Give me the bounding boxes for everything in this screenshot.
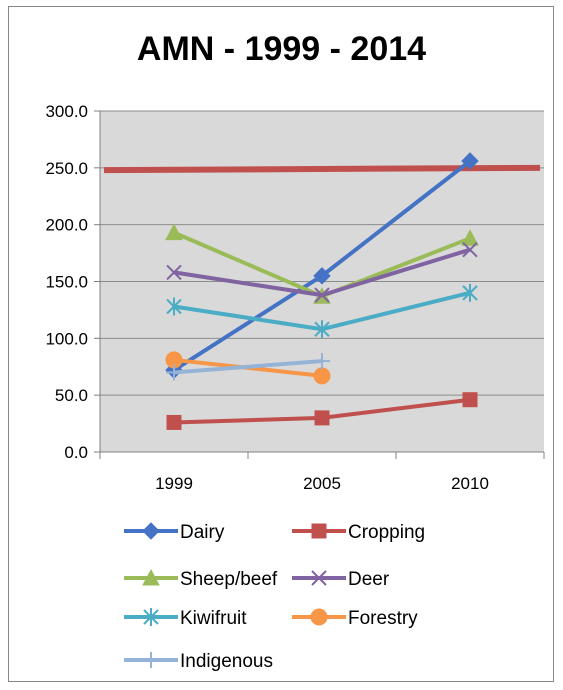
legend-item: Sheep/beef xyxy=(124,568,278,590)
data-point xyxy=(461,152,479,170)
data-point xyxy=(166,264,182,281)
x-tick-label: 1999 xyxy=(155,474,193,493)
data-point xyxy=(143,652,159,668)
legend-item: Kiwifruit xyxy=(124,608,247,629)
data-point xyxy=(314,353,330,370)
legend-label: Forestry xyxy=(348,608,418,629)
series-indigenous xyxy=(166,353,330,381)
reference-line xyxy=(103,164,541,174)
legend-item: Dairy xyxy=(124,522,225,543)
data-point xyxy=(462,392,478,408)
data-point xyxy=(166,414,182,430)
legend-label: Cropping xyxy=(348,522,425,543)
y-tick-label: 0.0 xyxy=(64,443,88,462)
data-point xyxy=(461,229,479,246)
data-point-stroke xyxy=(166,264,182,281)
data-point-stroke xyxy=(314,287,330,303)
legend-item: Forestry xyxy=(292,608,418,629)
series-cropping xyxy=(166,392,478,430)
data-point xyxy=(314,320,330,339)
series-kiwifruit xyxy=(166,283,478,339)
y-tick-label: 250.0 xyxy=(45,159,88,178)
data-point-stroke xyxy=(462,241,478,258)
data-point xyxy=(310,608,328,626)
legend-label: Deer xyxy=(348,569,390,590)
y-tick-label: 150.0 xyxy=(45,273,88,292)
y-tick-label: 200.0 xyxy=(45,216,88,235)
series-line xyxy=(173,359,323,375)
data-point xyxy=(142,568,160,586)
x-tick-label: 2005 xyxy=(303,474,341,493)
series-deer xyxy=(166,241,478,303)
data-point xyxy=(314,410,330,426)
chart-title: AMN - 1999 - 2014 xyxy=(136,30,427,68)
x-tick-label: 2010 xyxy=(451,474,489,493)
data-point xyxy=(143,608,159,626)
data-point xyxy=(166,364,182,381)
data-point xyxy=(462,241,478,258)
data-point xyxy=(313,267,331,285)
data-point-stroke xyxy=(311,570,327,586)
legend-item: Cropping xyxy=(292,522,425,543)
data-point xyxy=(462,283,478,302)
legend-label: Dairy xyxy=(180,522,225,543)
data-point xyxy=(313,367,331,385)
data-point xyxy=(311,570,327,586)
data-point xyxy=(142,522,160,540)
legend-item: Indigenous xyxy=(124,651,273,672)
y-tick-label: 100.0 xyxy=(45,329,88,348)
data-point xyxy=(314,287,330,303)
legend-label: Kiwifruit xyxy=(180,608,247,629)
legend-label: Sheep/beef xyxy=(180,569,278,590)
data-point xyxy=(165,223,183,241)
y-tick-label: 50.0 xyxy=(55,386,88,405)
data-point xyxy=(166,297,182,316)
data-point xyxy=(311,523,327,539)
legend-item: Deer xyxy=(292,569,390,590)
y-tick-label: 300.0 xyxy=(45,102,88,121)
legend-label: Indigenous xyxy=(180,651,273,672)
